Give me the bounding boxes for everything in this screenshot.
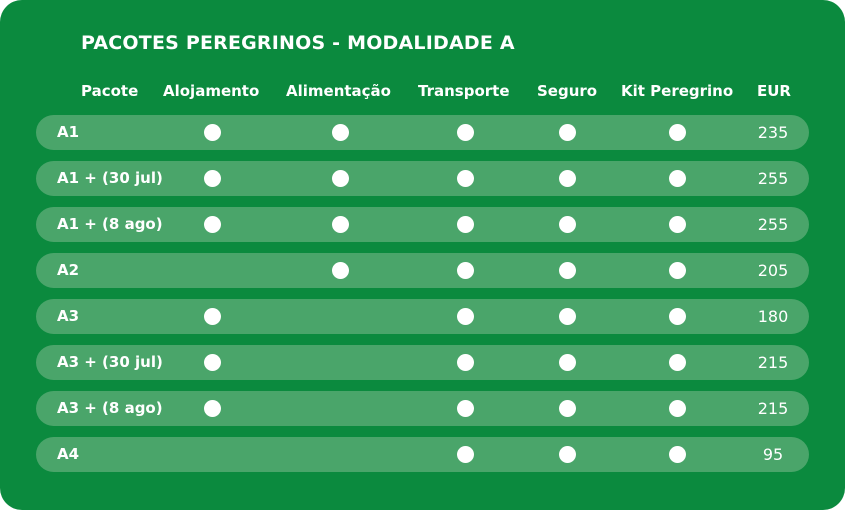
included-seguro-icon [559, 262, 576, 279]
package-price: 205 [757, 261, 789, 280]
included-alojamento-icon [204, 170, 221, 187]
package-price: 180 [757, 307, 789, 326]
header-transporte: Transporte [418, 82, 510, 100]
included-alojamento-icon [204, 354, 221, 371]
included-alimentacao-icon [332, 262, 349, 279]
package-price: 255 [757, 169, 789, 188]
included-kit-icon [669, 446, 686, 463]
included-alimentacao-icon [332, 124, 349, 141]
included-kit-icon [669, 308, 686, 325]
included-seguro-icon [559, 446, 576, 463]
included-transporte-icon [457, 124, 474, 141]
package-price: 215 [757, 353, 789, 372]
package-price: 255 [757, 215, 789, 234]
header-kit-peregrino: Kit Peregrino [621, 82, 734, 100]
included-kit-icon [669, 400, 686, 417]
included-transporte-icon [457, 308, 474, 325]
included-seguro-icon [559, 216, 576, 233]
table-row: A4 95 [36, 437, 809, 472]
included-transporte-icon [457, 262, 474, 279]
included-transporte-icon [457, 170, 474, 187]
package-price: 215 [757, 399, 789, 418]
included-transporte-icon [457, 216, 474, 233]
table-row: A1 235 [36, 115, 809, 150]
included-seguro-icon [559, 124, 576, 141]
included-transporte-icon [457, 354, 474, 371]
header-seguro: Seguro [537, 82, 598, 100]
header-eur: EUR [757, 82, 791, 100]
included-transporte-icon [457, 400, 474, 417]
included-kit-icon [669, 170, 686, 187]
included-transporte-icon [457, 446, 474, 463]
included-alimentacao-icon [332, 170, 349, 187]
included-seguro-icon [559, 308, 576, 325]
included-kit-icon [669, 124, 686, 141]
header-alojamento: Alojamento [163, 82, 260, 100]
page-title: PACOTES PEREGRINOS - MODALIDADE A [81, 32, 515, 54]
table-row: A1 + (30 jul) 255 [36, 161, 809, 196]
included-kit-icon [669, 216, 686, 233]
included-alojamento-icon [204, 400, 221, 417]
table-row: A3 + (30 jul) 215 [36, 345, 809, 380]
package-name: A3 [57, 307, 80, 325]
included-kit-icon [669, 354, 686, 371]
package-name: A4 [57, 445, 80, 463]
table-row: A3 180 [36, 299, 809, 334]
header-pacote: Pacote [81, 82, 139, 100]
table-row: A3 + (8 ago) 215 [36, 391, 809, 426]
package-name: A1 [57, 123, 80, 141]
table-row: A1 + (8 ago) 255 [36, 207, 809, 242]
included-kit-icon [669, 262, 686, 279]
package-name: A1 + (30 jul) [57, 169, 163, 187]
included-seguro-icon [559, 170, 576, 187]
included-alojamento-icon [204, 308, 221, 325]
included-alimentacao-icon [332, 216, 349, 233]
package-name: A3 + (30 jul) [57, 353, 163, 371]
included-alojamento-icon [204, 124, 221, 141]
included-alojamento-icon [204, 216, 221, 233]
included-seguro-icon [559, 400, 576, 417]
package-name: A2 [57, 261, 80, 279]
package-name: A1 + (8 ago) [57, 215, 163, 233]
table-row: A2 205 [36, 253, 809, 288]
package-name: A3 + (8 ago) [57, 399, 163, 417]
package-price: 95 [762, 445, 784, 464]
header-alimentacao: Alimentação [286, 82, 391, 100]
included-seguro-icon [559, 354, 576, 371]
package-price: 235 [757, 123, 789, 142]
